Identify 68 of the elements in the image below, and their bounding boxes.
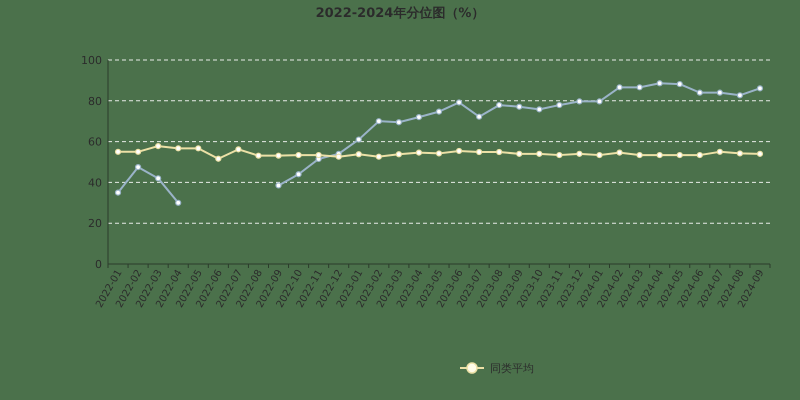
point — [716, 90, 723, 96]
point — [756, 85, 764, 92]
point — [596, 152, 603, 158]
point — [716, 148, 723, 155]
point — [134, 148, 142, 155]
point — [496, 102, 502, 108]
point — [736, 150, 744, 157]
point — [616, 150, 623, 156]
point — [155, 142, 162, 150]
point — [756, 150, 764, 157]
point — [516, 104, 522, 110]
point — [195, 145, 202, 152]
point — [255, 152, 262, 159]
y-tick-label: 20 — [88, 217, 102, 230]
point — [476, 114, 482, 120]
point — [295, 152, 302, 158]
y-tick-label: 40 — [88, 176, 102, 190]
point — [496, 148, 502, 156]
point — [316, 152, 322, 158]
point — [516, 150, 522, 157]
point — [275, 152, 282, 159]
point — [155, 175, 162, 182]
point — [436, 150, 442, 157]
point — [536, 150, 542, 157]
chart-title: 2022-2024年分位图（%） — [316, 6, 484, 21]
point — [616, 84, 623, 90]
point — [676, 80, 683, 88]
point — [336, 154, 342, 160]
point — [175, 145, 182, 152]
point — [596, 98, 603, 105]
point — [376, 118, 382, 124]
point — [114, 148, 122, 155]
point — [235, 146, 242, 152]
point — [396, 119, 402, 126]
point — [536, 106, 542, 112]
point — [576, 98, 583, 105]
y-tick-label: 0 — [95, 258, 102, 271]
point — [356, 151, 362, 158]
point — [656, 152, 663, 158]
point — [175, 200, 182, 206]
point — [275, 182, 282, 189]
point — [456, 99, 462, 106]
point — [696, 152, 703, 158]
point — [736, 92, 744, 98]
point — [676, 152, 683, 158]
point — [556, 102, 562, 108]
point — [476, 148, 482, 156]
point — [396, 151, 402, 158]
legend-label: 同类平均 — [490, 362, 534, 375]
point — [416, 150, 422, 156]
y-tick-label: 80 — [88, 94, 102, 108]
point — [356, 136, 362, 143]
point — [134, 164, 142, 170]
point — [556, 152, 562, 158]
y-tick-label: 100 — [81, 54, 102, 67]
point — [295, 171, 302, 178]
y-tick-label: 60 — [88, 136, 102, 149]
point — [376, 154, 382, 160]
point — [696, 90, 703, 96]
point — [656, 80, 663, 86]
point — [114, 190, 122, 196]
point — [636, 152, 643, 158]
point — [576, 150, 583, 157]
point — [436, 108, 442, 115]
point — [416, 114, 422, 120]
point — [456, 148, 462, 154]
point — [636, 84, 643, 90]
point — [215, 156, 222, 162]
